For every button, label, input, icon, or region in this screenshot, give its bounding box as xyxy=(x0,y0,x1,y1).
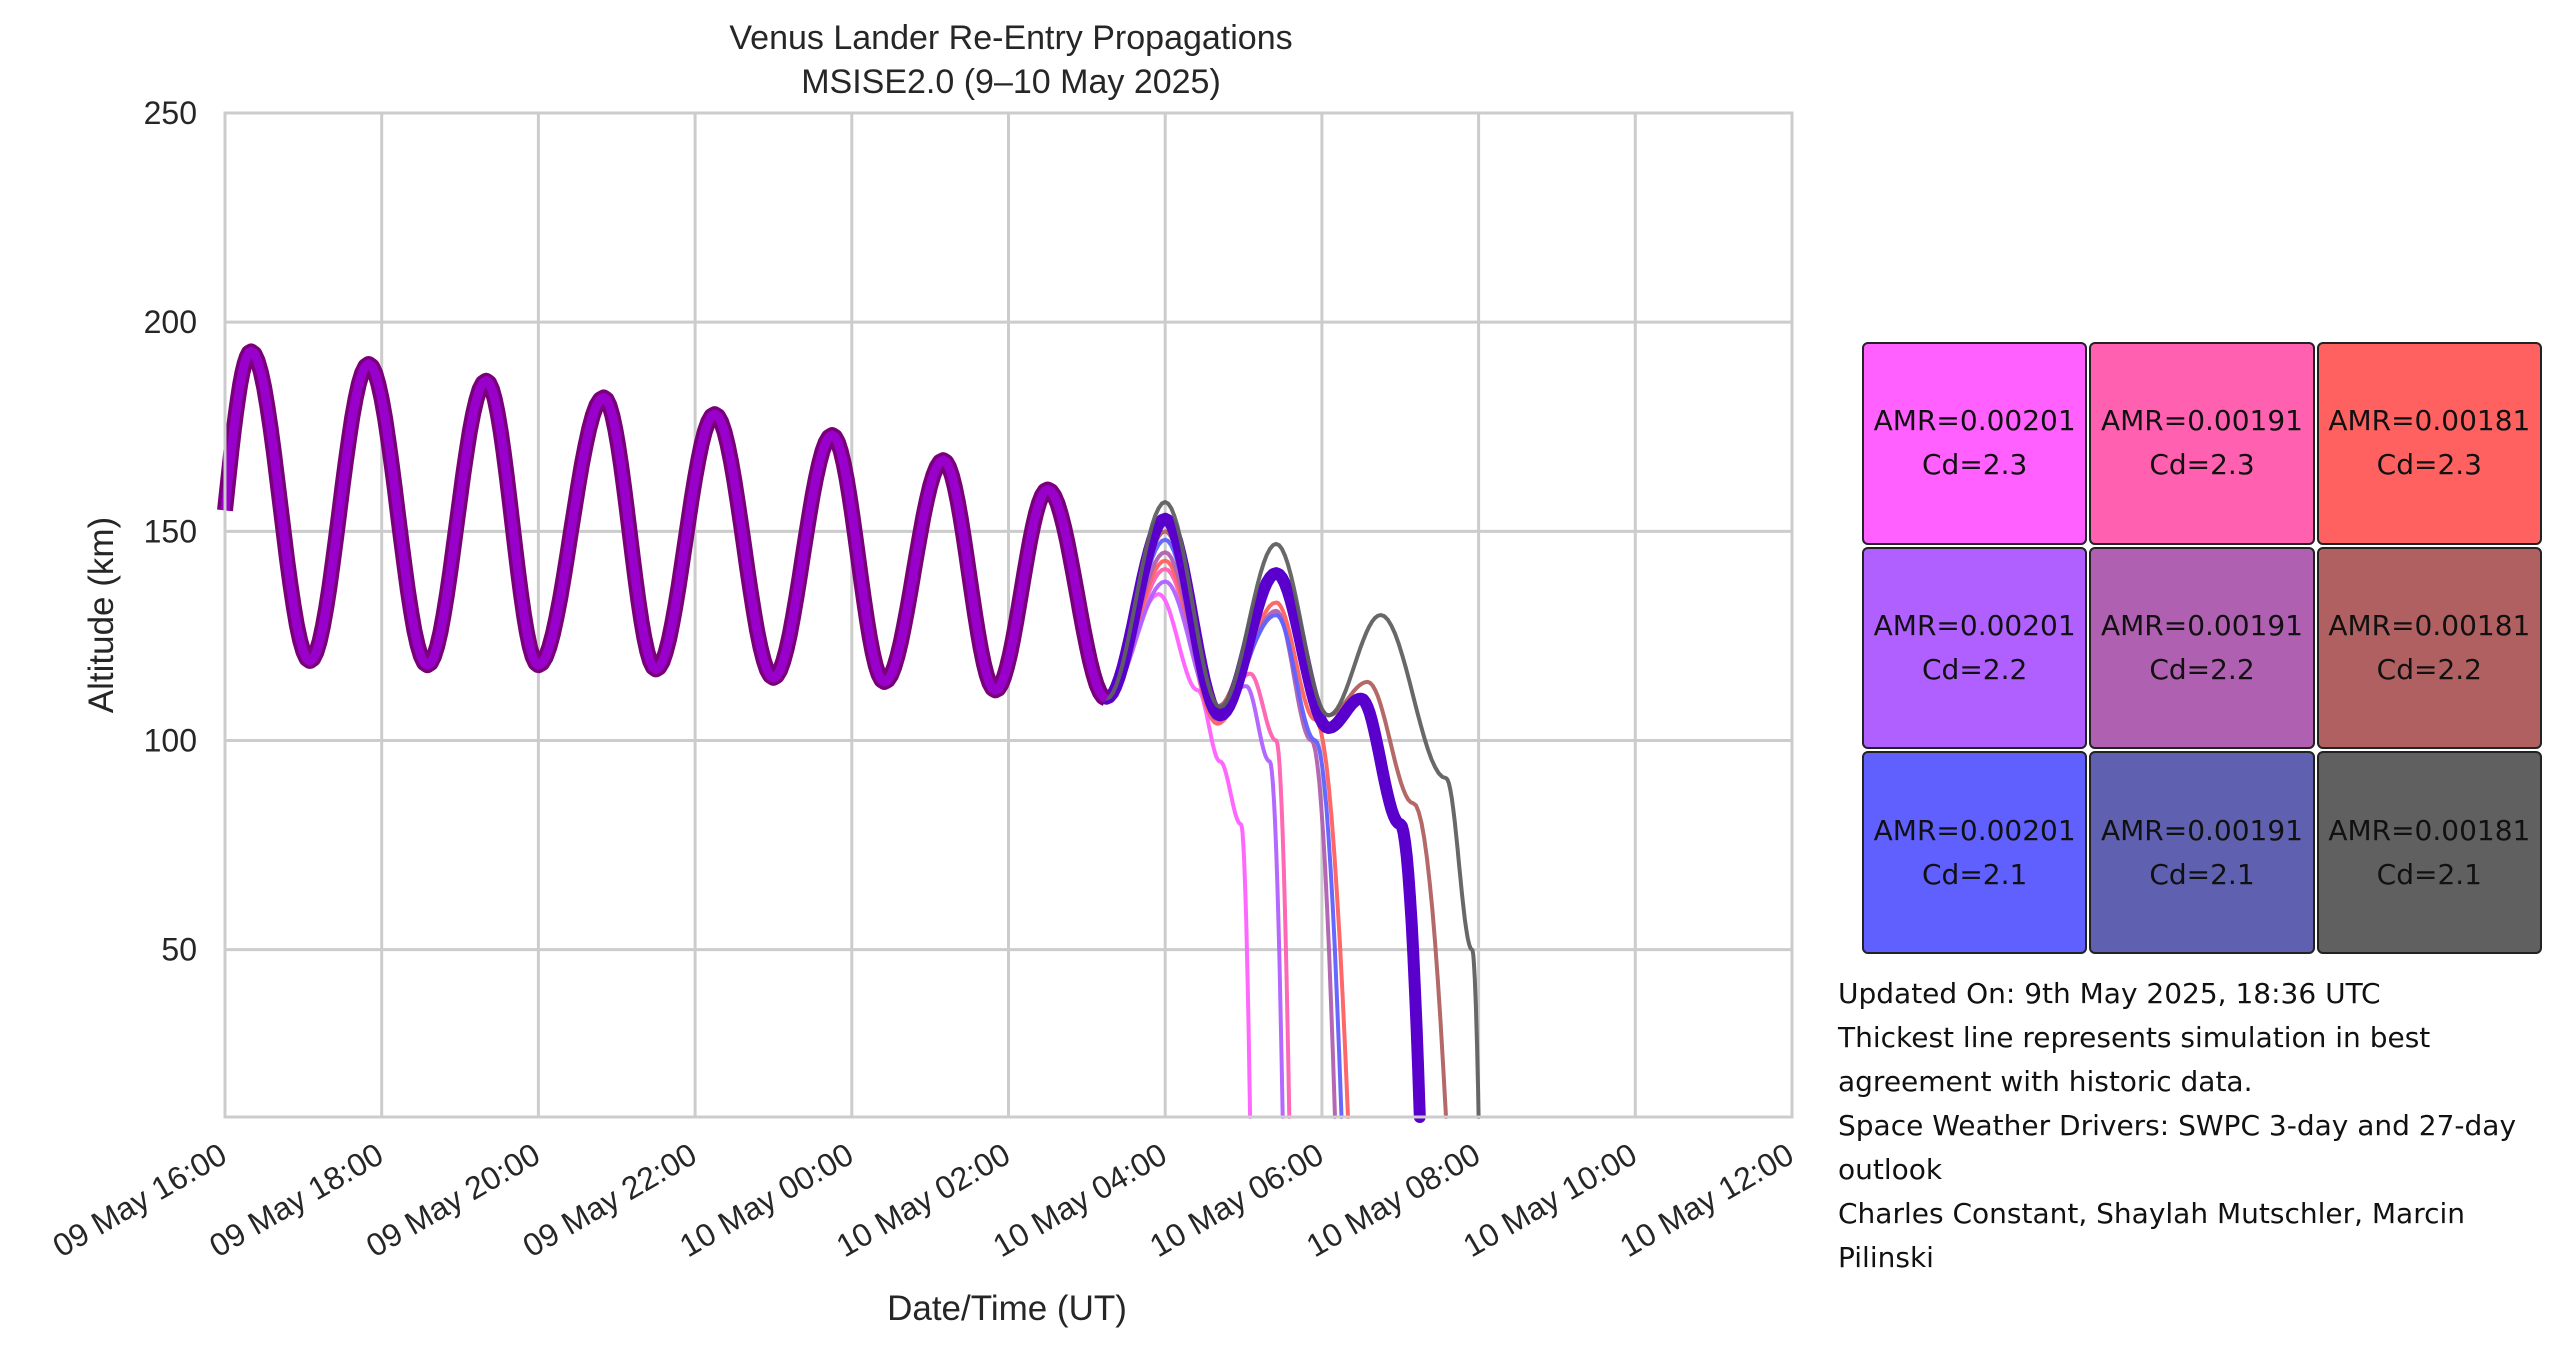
legend-amr: AMR=0.00191 xyxy=(2100,608,2303,642)
legend-amr: AMR=0.00201 xyxy=(1873,608,2076,642)
thickest-line-note-cont: agreement with historic data. xyxy=(1838,1065,2253,1098)
legend-cell: AMR=0.00201 Cd=2.2 xyxy=(1862,546,2088,750)
plot-frame xyxy=(223,111,1794,1119)
authors-note-cont: Pilinski xyxy=(1838,1241,1934,1274)
authors-note: Charles Constant, Shaylah Mutschler, Mar… xyxy=(1838,1197,2466,1230)
space-weather-note: Space Weather Drivers: SWPC 3-day and 27… xyxy=(1838,1109,2517,1142)
thickest-line-note: Thickest line represents simulation in b… xyxy=(1838,1021,2431,1054)
series-tail-line xyxy=(1104,558,1350,1119)
series-tail-line xyxy=(1104,500,1481,1119)
chart-title: Venus Lander Re-Entry Propagations xyxy=(729,19,1292,57)
legend-cell: AMR=0.00201 Cd=2.3 xyxy=(1862,342,2088,545)
updated-text: Updated On: 9th May 2025, 18:36 UTC xyxy=(1838,977,2381,1010)
series-tail-line xyxy=(1100,512,1426,1123)
legend-cell: AMR=0.00181 Cd=2.3 xyxy=(2316,342,2542,545)
legend-cd: Cd=2.3 xyxy=(2376,448,2482,482)
y-tick-label: 200 xyxy=(144,304,197,340)
legend-cd: Cd=2.1 xyxy=(2376,857,2482,891)
legend-cd: Cd=2.3 xyxy=(2149,448,2255,482)
legend-cell: AMR=0.00181 Cd=2.2 xyxy=(2316,546,2542,750)
legend-cd: Cd=2.1 xyxy=(1922,857,2028,891)
legend-cell: AMR=0.00191 Cd=2.2 xyxy=(2089,546,2315,750)
y-tick-label: 50 xyxy=(161,932,197,968)
y-tick-label: 250 xyxy=(144,95,197,131)
legend-amr: AMR=0.00181 xyxy=(2328,608,2531,642)
x-tick-label: 09 May 20:00 xyxy=(360,1136,546,1264)
legend-cell: AMR=0.00191 Cd=2.1 xyxy=(2089,751,2315,954)
chart-notes: Updated On: 9th May 2025, 18:36 UTC Thic… xyxy=(1838,972,2558,1280)
legend-cell: AMR=0.00201 Cd=2.1 xyxy=(1862,751,2088,954)
reentry-chart: Venus Lander Re-Entry Propagations MSISE… xyxy=(47,19,1800,1328)
legend-cd: Cd=2.2 xyxy=(1922,652,2028,686)
legend-cell: AMR=0.00181 Cd=2.1 xyxy=(2316,751,2542,954)
series-lines xyxy=(217,343,1481,1123)
series-tail-line xyxy=(1104,592,1253,1119)
x-tick-label: 10 May 08:00 xyxy=(1300,1136,1486,1264)
x-tick-label: 10 May 04:00 xyxy=(987,1136,1173,1264)
legend-amr: AMR=0.00181 xyxy=(2328,813,2531,847)
legend-amr: AMR=0.00201 xyxy=(1873,813,2076,847)
legend-cd: Cd=2.1 xyxy=(2149,857,2255,891)
grid-lines xyxy=(223,111,1794,1117)
x-tick-label: 09 May 18:00 xyxy=(203,1136,389,1264)
x-axis-label: Date/Time (UT) xyxy=(887,1289,1127,1328)
legend-cd: Cd=2.2 xyxy=(2149,652,2255,686)
legend-grid: AMR=0.00201 Cd=2.3 AMR=0.00191 Cd=2.3 AMR=… xyxy=(1862,342,2542,954)
legend-amr: AMR=0.00181 xyxy=(2328,404,2531,438)
x-tick-label: 10 May 10:00 xyxy=(1457,1136,1643,1264)
x-tick-label: 10 May 12:00 xyxy=(1614,1136,1800,1264)
legend-amr: AMR=0.00191 xyxy=(2100,404,2303,438)
x-tick-label: 10 May 06:00 xyxy=(1143,1136,1329,1264)
legend-amr: AMR=0.00191 xyxy=(2100,813,2303,847)
y-tick-label: 150 xyxy=(144,513,197,549)
x-tick-label: 09 May 16:00 xyxy=(47,1136,233,1264)
legend-cell: AMR=0.00191 Cd=2.3 xyxy=(2089,342,2315,545)
space-weather-note-cont: outlook xyxy=(1838,1153,1943,1186)
y-axis-label: Altitude (km) xyxy=(82,517,121,713)
y-tick-label: 100 xyxy=(144,723,197,759)
y-tick-labels: 50 100 150 200 250 xyxy=(144,95,197,968)
x-tick-label: 10 May 02:00 xyxy=(830,1136,1016,1264)
legend-cd: Cd=2.2 xyxy=(2376,652,2482,686)
chart-subtitle: MSISE2.0 (9–10 May 2025) xyxy=(801,63,1221,101)
common-path-line xyxy=(220,347,1109,703)
legend-amr: AMR=0.00201 xyxy=(1873,404,2076,438)
x-tick-label: 09 May 22:00 xyxy=(517,1136,703,1264)
x-tick-label: 10 May 00:00 xyxy=(673,1136,859,1264)
legend-cd: Cd=2.3 xyxy=(1922,448,2028,482)
